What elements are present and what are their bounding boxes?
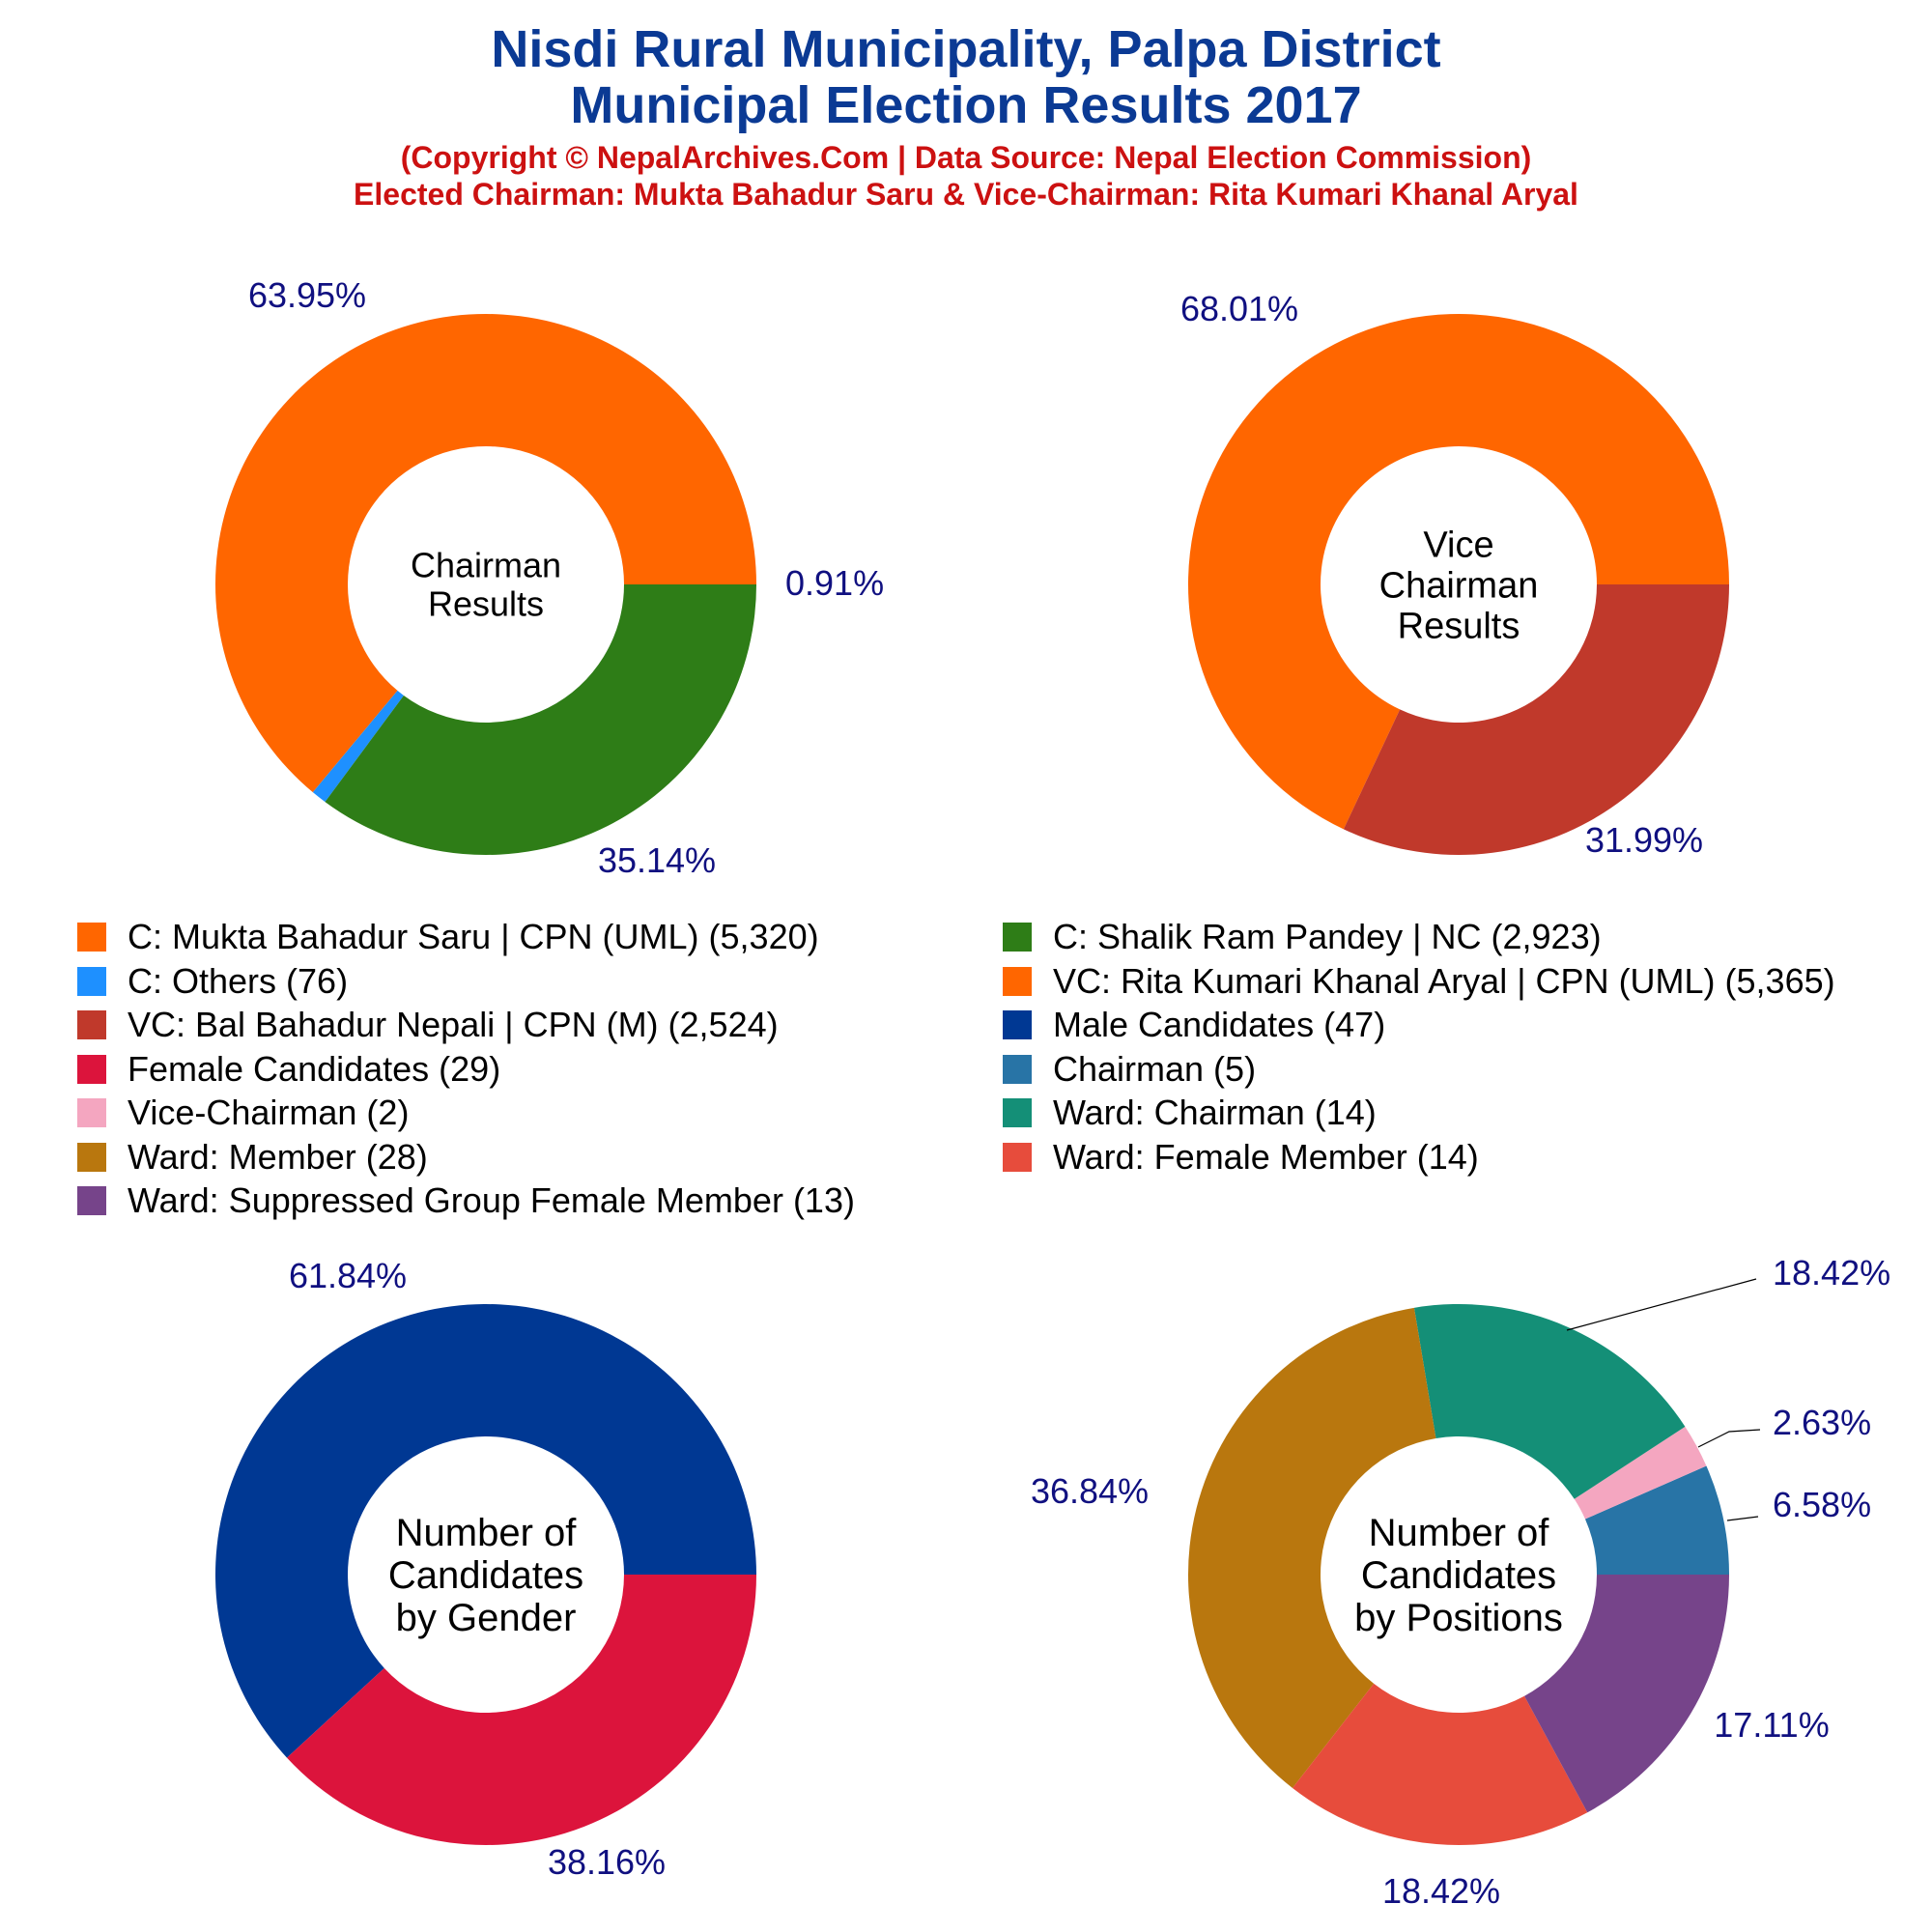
slice-label-4-2: 2.63% [1773, 1403, 1871, 1442]
center-text-2-2: Chairman [1379, 565, 1539, 606]
slice-3-1 [215, 1304, 756, 1758]
legend-swatch [1003, 966, 1032, 996]
slice-label-4-3: 18.42% [1773, 1253, 1890, 1293]
slice-label-1-2: 0.91% [785, 563, 884, 603]
slice-1-1 [215, 313, 757, 793]
leader-line-4-2 [1697, 1429, 1761, 1448]
legend-label: VC: Rita Kumari Khanal Aryal | CPN (UML)… [1053, 960, 1835, 1001]
slice-4-6 [1524, 1575, 1729, 1813]
center-text-1-2: Results [428, 584, 544, 624]
center-text-2-1: Vice [1423, 525, 1493, 565]
center-text-3-3: by Gender [396, 1597, 577, 1639]
slice-3-2 [286, 1575, 756, 1845]
slice-4-2 [1574, 1426, 1707, 1520]
legend-swatch [77, 1142, 106, 1172]
slice-label-2-1: 68.01% [1180, 289, 1298, 328]
legend-label: Ward: Suppressed Group Female Member (13… [128, 1180, 855, 1220]
legend-label: VC: Bal Bahadur Nepali | CPN (M) (2,524) [128, 1005, 779, 1044]
legend-swatch [1003, 1098, 1032, 1127]
legend-label: C: Shalik Ram Pandey | NC (2,923) [1053, 917, 1602, 956]
legend-swatch [77, 1010, 106, 1039]
legend-item: Ward: Chairman (14) [1003, 1093, 1377, 1132]
legend-item: Female Candidates (29) [77, 1048, 501, 1089]
legend-swatch [1003, 1142, 1032, 1172]
slice-2-1 [1188, 313, 1729, 830]
chart-subtitle-line-2: Elected Chairman: Mukta Bahadur Saru & V… [354, 177, 1578, 212]
slice-label-4-5: 18.42% [1382, 1871, 1500, 1911]
donut-chart-4: 6.58% 2.63% 18.42% 36.84% 18.42% 17.11% Number… [1031, 1253, 1890, 1911]
slice-label-2-2: 31.99% [1585, 820, 1703, 860]
slice-label-3-1: 61.84% [289, 1256, 407, 1295]
legend-label: Male Candidates (47) [1053, 1005, 1386, 1044]
legend-swatch [1003, 1054, 1032, 1084]
slice-4-1 [1584, 1465, 1729, 1575]
legend-swatch [77, 966, 106, 996]
slice-label-1-1: 63.95% [248, 275, 366, 315]
slice-1-3 [325, 584, 756, 855]
legend-swatch [77, 1186, 106, 1215]
legend-item: VC: Bal Bahadur Nepali | CPN (M) (2,524) [77, 1005, 779, 1044]
legend-label: C: Others (76) [128, 960, 349, 1001]
center-text-1-1: Chairman [411, 546, 561, 585]
legend-item: Ward: Member (28) [77, 1136, 428, 1177]
slice-1-2 [312, 690, 404, 803]
center-text-4-2: Candidates [1361, 1554, 1556, 1597]
chart-subtitle-line-1: (Copyright © NepalArchives.Com | Data So… [400, 140, 1532, 175]
legend-swatch [77, 1054, 106, 1084]
slice-4-3 [1413, 1304, 1686, 1499]
slice-2-2 [1343, 584, 1729, 855]
legend-item: C: Shalik Ram Pandey | NC (2,923) [1003, 917, 1602, 956]
legend-swatch [1003, 923, 1032, 952]
chart-titles: Nisdi Rural Municipality, Palpa District… [0, 21, 1932, 213]
legend-label: Female Candidates (29) [128, 1048, 501, 1089]
legend-swatch [1003, 1010, 1032, 1039]
legend-item: Chairman (5) [1003, 1048, 1257, 1089]
legend-label: Ward: Chairman (14) [1053, 1093, 1377, 1132]
chart-title-line-2: Municipal Election Results 2017 [570, 76, 1362, 134]
legend-item: Male Candidates (47) [1003, 1005, 1386, 1044]
slice-label-4-4: 36.84% [1031, 1471, 1149, 1511]
legend-item: C: Others (76) [77, 960, 349, 1001]
legend-item: Vice-Chairman (2) [77, 1093, 410, 1132]
legend-item: C: Mukta Bahadur Saru | CPN (UML) (5,320… [77, 917, 819, 956]
slice-label-4-1: 6.58% [1773, 1485, 1871, 1524]
center-text-2-3: Results [1398, 606, 1520, 646]
center-text-4-1: Number of [1369, 1512, 1550, 1554]
slice-label-3-2: 38.16% [548, 1842, 666, 1882]
legend-swatch [77, 923, 106, 952]
legend-item: VC: Rita Kumari Khanal Aryal | CPN (UML)… [1003, 960, 1835, 1001]
leader-line-4-3 [1566, 1278, 1757, 1331]
slice-label-1-3: 35.14% [598, 840, 716, 880]
legend-swatch [77, 1098, 106, 1127]
slice-label-4-6: 17.11% [1714, 1705, 1829, 1745]
leader-line-4-1 [1726, 1516, 1759, 1521]
legend-label: Ward: Member (28) [128, 1136, 428, 1177]
slice-4-4 [1187, 1307, 1436, 1788]
center-text-3-2: Candidates [388, 1554, 583, 1597]
legend-label: Ward: Female Member (14) [1053, 1136, 1479, 1177]
legend-item: Ward: Suppressed Group Female Member (13… [77, 1180, 855, 1220]
legend-label: Vice-Chairman (2) [128, 1093, 410, 1132]
chart-title-line-1: Nisdi Rural Municipality, Palpa District [491, 20, 1441, 78]
slice-4-5 [1293, 1683, 1588, 1846]
center-text-4-3: by Positions [1354, 1597, 1563, 1639]
center-text-3-1: Number of [396, 1512, 578, 1554]
legend-item: Ward: Female Member (14) [1003, 1136, 1479, 1177]
legend-label: C: Mukta Bahadur Saru | CPN (UML) (5,320… [128, 917, 819, 956]
legend-label: Chairman (5) [1053, 1048, 1257, 1089]
